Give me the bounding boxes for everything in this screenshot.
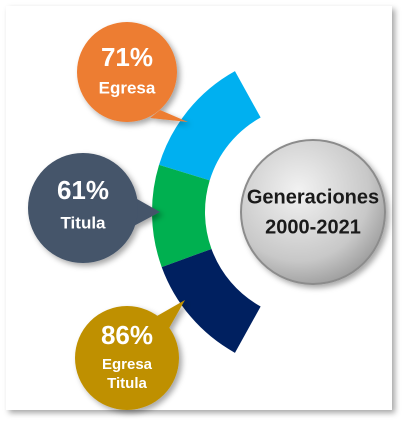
- bubble: [28, 153, 138, 263]
- percent: 86%: [101, 320, 153, 350]
- center-line: Generaciones: [247, 186, 379, 208]
- bubble: [77, 22, 177, 122]
- bubble-egresa: [77, 22, 188, 122]
- label: Egresa: [102, 356, 153, 373]
- ring: [152, 71, 261, 353]
- pointer: [150, 110, 188, 122]
- bubble-titula: [28, 153, 160, 263]
- ring-segment: [152, 164, 212, 268]
- label: Titula: [107, 375, 147, 392]
- percent: 71%: [101, 42, 153, 72]
- ring-segment: [161, 248, 261, 353]
- label: Egresa: [99, 78, 156, 97]
- center-circle: [240, 139, 386, 285]
- percent: 61%: [57, 175, 109, 205]
- ring-segment: [159, 71, 261, 181]
- center-line: 2000-2021: [265, 216, 361, 238]
- bubble: [75, 306, 179, 410]
- bubble-egresa-titula: [75, 300, 185, 410]
- label: Titula: [60, 213, 106, 232]
